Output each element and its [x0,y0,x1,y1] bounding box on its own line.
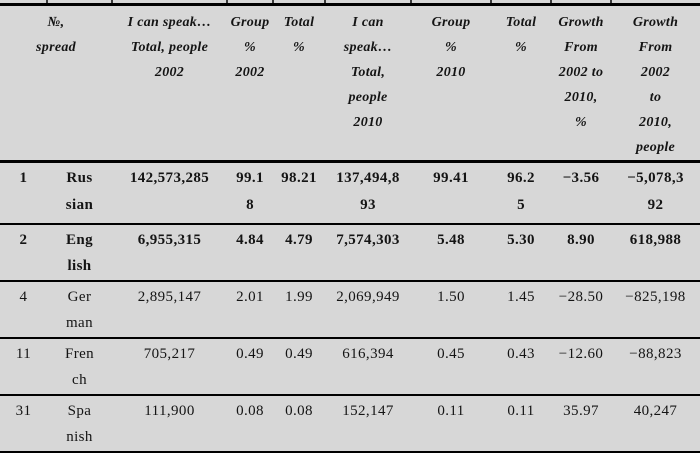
column-header-speak-total-2010: I can speak… Total, people 2010 [343,15,393,130]
cell-growth-pct: −12.60 [558,345,604,362]
cell-total-pct-2010: 0.43 [507,345,535,362]
column-header-group-pct-2002: Group % 2002 [230,15,270,80]
column-tick [46,0,48,4]
cell-growth-people: −88,823 [629,345,682,362]
cell-total-2010: 2,069,949 [336,288,400,305]
cell-growth-people: 40,247 [633,402,678,419]
column-tick [490,0,492,4]
cell-rank: 2 [19,231,28,248]
cell-total-pct-2002: 98.21 [281,170,317,186]
cell-total-2002: 705,217 [143,345,196,362]
cell-growth-pct: 35.97 [563,402,599,419]
cell-language: Eng lish [65,231,94,275]
cell-total-2002: 111,900 [144,402,195,419]
column-tick [324,0,326,4]
cell-growth-pct: −28.50 [558,288,604,305]
cell-group-pct-2010: 0.11 [437,402,465,419]
cell-rank: 4 [19,288,28,305]
cell-growth-pct: −3.56 [562,170,600,186]
column-header-group-pct-2010: Group % 2010 [431,15,471,80]
cell-total-pct-2010: 96.2 5 [507,170,535,213]
cell-group-pct-2002: 0.08 [236,402,264,419]
cell-total-2010: 137,494,8 93 [336,170,400,213]
cell-group-pct-2010: 1.50 [437,288,465,305]
cell-total-2010: 7,574,303 [336,231,400,248]
cell-rank: 1 [19,170,28,186]
cell-growth-people: −825,198 [625,288,686,305]
table-row-russian: 1 Rus sian 142,573,285 99.1 8 98.21 137,… [0,162,700,224]
cell-total-2002: 6,955,315 [137,231,202,248]
cell-total-2002: 142,573,285 [129,170,210,186]
cell-total-pct-2002: 0.08 [285,402,313,419]
cell-language: Fren ch [64,345,95,389]
table-row-german: 4 Ger man 2,895,147 2.01 1.99 2,069,949 … [0,281,700,338]
cell-total-pct-2002: 4.79 [285,231,313,248]
cell-group-pct-2002: 99.1 8 [236,170,264,213]
cell-growth-people: 618,988 [629,231,682,248]
cell-language: Rus sian [65,170,94,213]
cell-total-2010: 616,394 [342,345,394,362]
cell-group-pct-2002: 2.01 [236,288,264,305]
column-tick [610,0,612,4]
cell-rank: 11 [15,345,32,362]
column-header-total-pct-2002: Total % [283,15,315,55]
table-row-spanish: 31 Spa nish 111,900 0.08 0.08 152,147 0.… [0,395,700,452]
column-header-speak-total-2002: I can speak… Total, people 2002 [127,15,212,80]
column-tick [226,0,228,4]
column-tick [111,0,113,4]
language-statistics-table: №, spread I can speak… Total, people 200… [0,3,700,453]
cell-total-pct-2010: 0.11 [507,402,535,419]
cell-growth-people: −5,078,3 92 [627,170,684,213]
cell-total-pct-2010: 1.45 [507,288,535,305]
cell-total-pct-2010: 5.30 [507,231,535,248]
column-header-rank-spread: №, spread [36,15,76,55]
cell-language: Ger man [65,288,94,332]
cell-group-pct-2002: 0.49 [236,345,264,362]
cell-language: Spa nish [66,402,93,446]
column-tick [272,0,274,4]
cell-group-pct-2010: 0.45 [437,345,465,362]
cell-rank: 31 [15,402,32,419]
column-header-growth-pct: Growth From 2002 to 2010, % [558,15,604,130]
column-header-total-pct-2010: Total % [505,15,537,55]
cell-total-pct-2002: 0.49 [285,345,313,362]
column-tick [550,0,552,4]
cell-total-pct-2002: 1.99 [285,288,313,305]
cell-group-pct-2002: 4.84 [236,231,264,248]
column-header-growth-people: Growth From 2002 to 2010, people [632,15,679,155]
cell-growth-pct: 8.90 [567,231,595,248]
cell-total-2002: 2,895,147 [137,288,202,305]
header-row: №, spread I can speak… Total, people 200… [0,5,700,162]
table-row-french: 11 Fren ch 705,217 0.49 0.49 616,394 0.4… [0,338,700,395]
table-row-english: 2 Eng lish 6,955,315 4.84 4.79 7,574,303… [0,224,700,281]
cell-group-pct-2010: 5.48 [437,231,465,248]
column-tick [410,0,412,4]
cell-total-2010: 152,147 [342,402,394,419]
cell-group-pct-2010: 99.41 [433,170,469,186]
